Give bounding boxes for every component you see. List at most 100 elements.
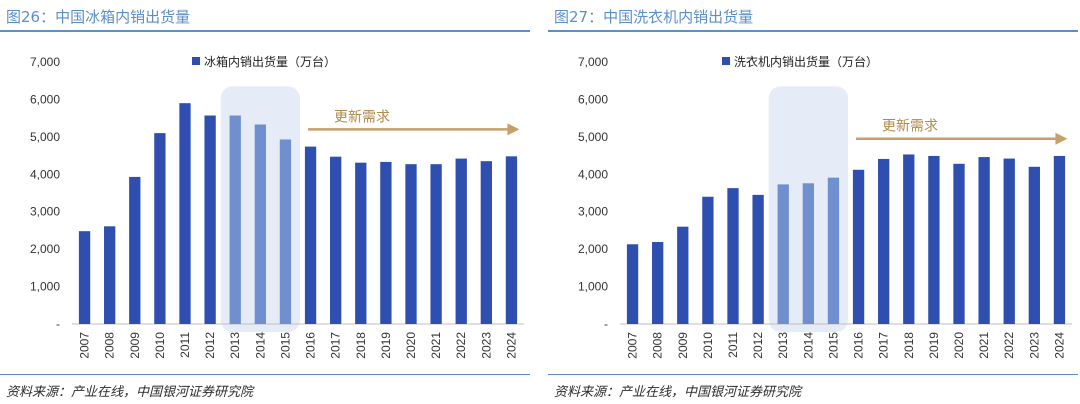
left-annotation-label: 更新需求 (334, 109, 390, 125)
left-bar-2020 (405, 164, 417, 324)
left-bar-2018 (355, 162, 367, 324)
right-chart-title: 图27：中国洗衣机内销出货量 (554, 8, 754, 26)
left-bar-2011 (179, 103, 191, 324)
left-chart: - 1,000 2,000 3,000 4,000 5,000 6,000 7,000 2007… (30, 54, 524, 359)
right-y-tick-label: 1,000 (578, 280, 608, 294)
right-y-tick-label: 6,000 (578, 92, 608, 106)
left-y-tick-label: 7,000 (30, 55, 60, 69)
left-bar-2016 (304, 146, 317, 324)
left-bar-2007 (78, 231, 91, 324)
left-legend-label: 冰箱内销出货量（万台） (204, 54, 336, 69)
right-x-tick-label: 2021 (977, 332, 991, 359)
right-source-note: 资料来源：产业在线，中国银河证券研究院 (554, 385, 802, 400)
right-bar-2020 (953, 163, 965, 324)
right-y-tick-label: - (604, 317, 608, 331)
left-y-tick-label: 6,000 (30, 92, 60, 106)
right-bar-2010 (702, 196, 714, 324)
right-bar-2016 (852, 169, 865, 324)
right-x-tick-label: 2022 (1002, 332, 1016, 359)
left-bar-2023 (480, 161, 492, 324)
left-bar-2008 (104, 226, 116, 324)
right-y-tick-label: 5,000 (578, 130, 608, 144)
right-legend-label: 洗衣机内销出货量（万台） (734, 54, 878, 69)
right-y-tick-label: 4,000 (578, 167, 608, 181)
right-bar-2018 (903, 154, 915, 324)
right-x-tick-label: 2009 (676, 332, 690, 359)
left-x-tick-label: 2017 (329, 332, 343, 359)
right-bar-2008 (652, 242, 664, 324)
right-bar-2015 (827, 177, 840, 324)
left-x-tick-label: 2007 (78, 332, 92, 359)
left-y-tick-label: 5,000 (30, 130, 60, 144)
right-bar-2012 (752, 194, 764, 324)
left-x-tick-label: 2009 (128, 332, 142, 359)
right-bar-2011 (727, 188, 739, 324)
right-chart-panel: 图27：中国洗衣机内销出货量 - 1,000 2,000 3,000 4,000 5,00… (548, 0, 1080, 404)
right-y-tick-label: 2,000 (578, 242, 608, 256)
left-bar-2024 (505, 156, 518, 324)
left-bar-2015 (279, 139, 292, 324)
left-x-tick-label: 2014 (253, 332, 267, 359)
left-y-tick-label: 2,000 (30, 242, 60, 256)
left-bar-2019 (380, 161, 392, 324)
right-x-tick-label: 2015 (826, 332, 840, 359)
right-x-tick-label: 2012 (751, 332, 765, 359)
right-annotation-label: 更新需求 (882, 119, 938, 135)
right-x-tick-label: 2024 (1052, 332, 1066, 359)
left-x-tick-label: 2012 (203, 332, 217, 359)
right-x-tick-label: 2020 (952, 332, 966, 359)
left-title-rule (0, 30, 530, 32)
right-bar-2017 (878, 158, 890, 324)
right-x-tick-label: 2008 (651, 332, 665, 359)
left-x-tick-label: 2019 (379, 332, 393, 359)
right-x-tick-label: 2017 (877, 332, 891, 359)
right-bar-2024 (1053, 155, 1066, 324)
right-annotation-arrow-head (1055, 132, 1068, 145)
left-bar-2014 (254, 124, 266, 325)
left-annotation-arrow-head (507, 123, 520, 136)
left-x-tick-label: 2011 (178, 332, 192, 358)
left-bar-2013 (229, 115, 241, 324)
left-x-tick-label: 2016 (304, 332, 318, 359)
left-y-tick-label: 1,000 (30, 280, 60, 294)
left-bar-2012 (204, 115, 216, 324)
right-bar-2021 (978, 157, 990, 324)
left-y-tick-label: 3,000 (30, 205, 60, 219)
right-bar-2023 (1028, 166, 1040, 324)
left-x-tick-label: 2024 (504, 332, 518, 359)
left-bar-2017 (330, 156, 342, 324)
left-x-tick-label: 2018 (354, 332, 368, 359)
left-x-tick-label: 2008 (103, 332, 117, 359)
left-source-note: 资料来源：产业在线，中国银河证券研究院 (6, 385, 254, 400)
right-bar-2022 (1003, 158, 1015, 324)
right-bar-2014 (802, 183, 814, 324)
right-y-tick-label: 3,000 (578, 205, 608, 219)
left-bar-2021 (430, 164, 442, 324)
right-y-tick-label: 7,000 (578, 55, 608, 69)
left-x-tick-label: 2010 (153, 332, 167, 359)
left-y-tick-label: - (56, 317, 60, 331)
left-legend-swatch (192, 57, 200, 65)
right-bar-2009 (677, 226, 689, 324)
right-x-tick-label: 2019 (927, 332, 941, 359)
right-x-tick-label: 2023 (1027, 332, 1041, 359)
left-source-rule (0, 374, 530, 375)
left-bar-2009 (129, 176, 141, 324)
right-title-rule (548, 30, 1078, 32)
left-x-tick-label: 2020 (404, 332, 418, 359)
right-x-tick-label: 2007 (626, 332, 640, 359)
right-bar-2019 (928, 155, 940, 324)
right-x-tick-label: 2016 (852, 332, 866, 359)
left-x-tick-label: 2013 (228, 332, 242, 359)
right-x-tick-label: 2014 (801, 332, 815, 359)
right-x-tick-label: 2011 (726, 332, 740, 358)
left-x-tick-label: 2021 (429, 332, 443, 359)
left-chart-panel: 图26：中国冰箱内销出货量 - 1,000 2,000 3,000 4,000 5,000… (0, 0, 532, 404)
left-x-tick-label: 2015 (278, 332, 292, 359)
left-x-tick-label: 2022 (454, 332, 468, 359)
left-chart-title: 图26：中国冰箱内销出货量 (6, 8, 191, 26)
right-x-tick-label: 2013 (776, 332, 790, 359)
left-y-tick-label: 4,000 (30, 167, 60, 181)
right-legend-swatch (722, 57, 730, 65)
right-bar-2007 (626, 244, 639, 324)
